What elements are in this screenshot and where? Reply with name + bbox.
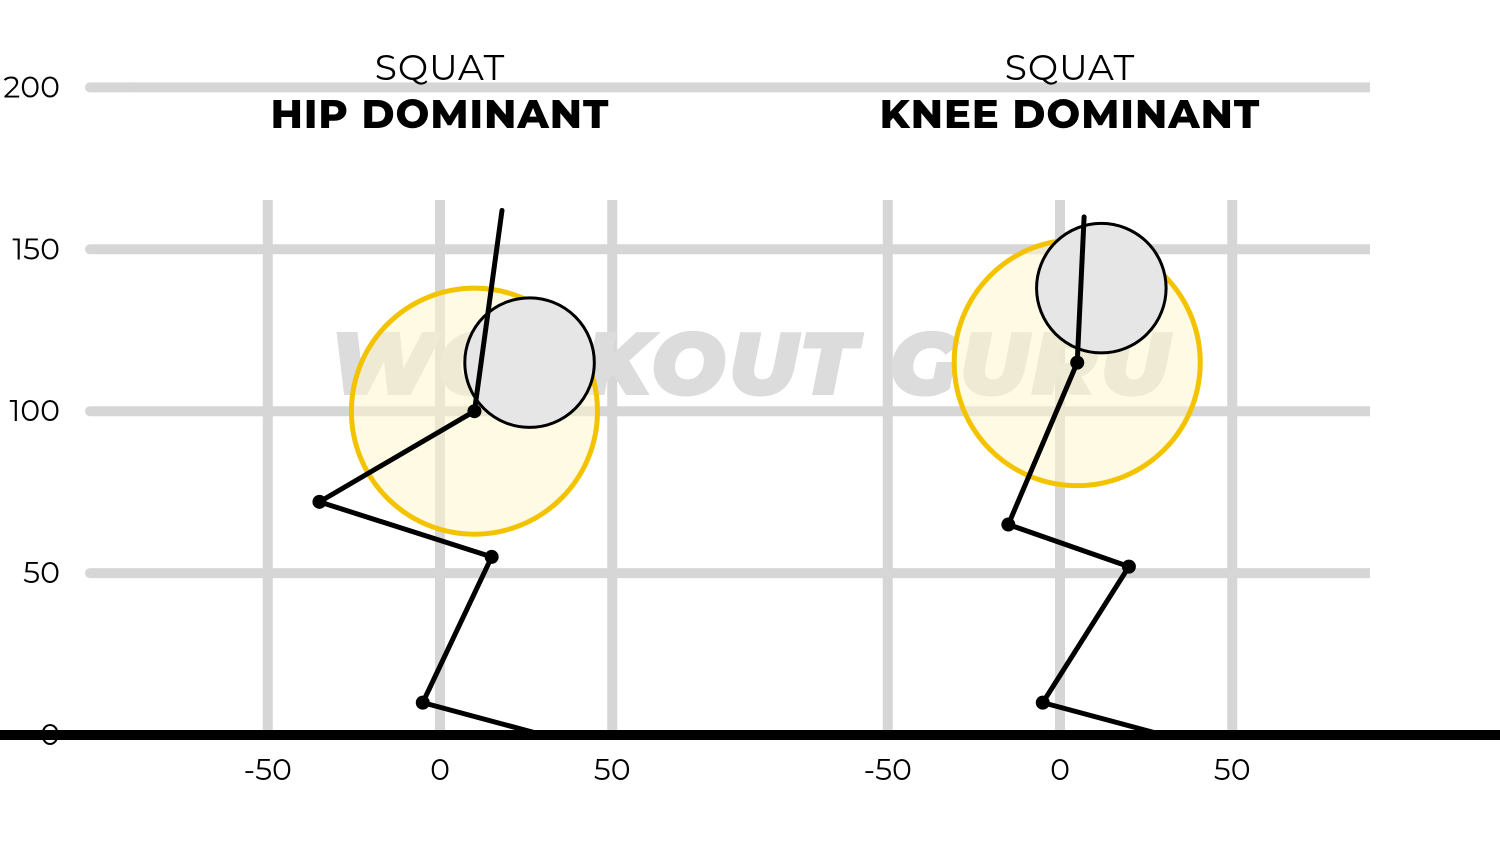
background: [0, 0, 1500, 843]
panel-title-line1: SQUAT: [1005, 46, 1136, 90]
x-tick-label: -50: [244, 751, 292, 788]
panel-title-line2: KNEE DOMINANT: [880, 90, 1261, 139]
x-tick-label: 50: [1214, 751, 1251, 788]
y-tick-label: 50: [23, 554, 60, 591]
joint-hip: [312, 495, 326, 509]
x-tick-label: 0: [430, 751, 450, 788]
x-tick-label: 0: [1050, 751, 1070, 788]
joint-heel: [416, 696, 430, 710]
diagram-canvas: WORKOUT GURU050100150200-50050-50050SQUA…: [0, 0, 1500, 843]
head-circle: [465, 298, 595, 428]
joint-heel: [1036, 696, 1050, 710]
joint-shoulder: [467, 404, 481, 418]
x-tick-label: 50: [594, 751, 631, 788]
x-tick-label: -50: [864, 751, 912, 788]
y-tick-label: 150: [12, 230, 60, 267]
panel-title-line2: HIP DOMINANT: [271, 90, 610, 139]
joint-knee: [1122, 560, 1136, 574]
joint-knee: [485, 550, 499, 564]
y-tick-label: 0: [40, 716, 60, 753]
y-tick-label: 100: [9, 392, 60, 429]
head-circle: [1037, 223, 1167, 353]
joint-shoulder: [1070, 356, 1084, 370]
panel-title-line1: SQUAT: [375, 46, 506, 90]
joint-hip: [1001, 518, 1015, 532]
y-tick-label: 200: [3, 68, 60, 105]
